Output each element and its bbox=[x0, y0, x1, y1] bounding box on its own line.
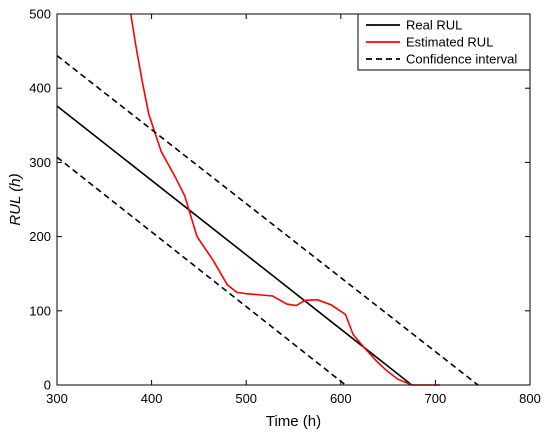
x-tick-label: 800 bbox=[519, 391, 541, 406]
x-tick-label: 400 bbox=[141, 391, 163, 406]
x-tick-label: 300 bbox=[46, 391, 68, 406]
x-axis-label: Time (h) bbox=[266, 413, 321, 430]
legend: Real RUL Estimated RUL Confidence interval bbox=[357, 13, 531, 71]
y-tick-label: 0 bbox=[44, 378, 51, 393]
x-tick-label: 700 bbox=[425, 391, 447, 406]
plot-area bbox=[57, 14, 530, 385]
legend-label: Estimated RUL bbox=[406, 35, 493, 50]
series-line-real-rul-0 bbox=[56, 105, 413, 386]
y-tick-label: 300 bbox=[29, 155, 51, 170]
x-tick-label: 500 bbox=[235, 391, 257, 406]
series-line-estimated-rul-1 bbox=[130, 13, 441, 386]
y-tick-label: 400 bbox=[29, 81, 51, 96]
series-line-confidence-interval-3 bbox=[56, 156, 346, 386]
y-tick-label: 200 bbox=[29, 229, 51, 244]
legend-label: Confidence interval bbox=[406, 52, 517, 67]
legend-label: Real RUL bbox=[406, 18, 462, 33]
series-layer bbox=[56, 13, 479, 386]
x-tick-label: 600 bbox=[330, 391, 352, 406]
plot-frame bbox=[56, 13, 531, 386]
y-axis-label: RUL (h) bbox=[7, 173, 24, 225]
series-line-confidence-interval-2 bbox=[56, 54, 479, 386]
y-tick-label: 100 bbox=[29, 303, 51, 318]
ticks-layer: 300 400 500 600 700 800 0 100 200 300 400 500 bbox=[29, 7, 541, 407]
y-tick-label: 500 bbox=[29, 7, 51, 22]
